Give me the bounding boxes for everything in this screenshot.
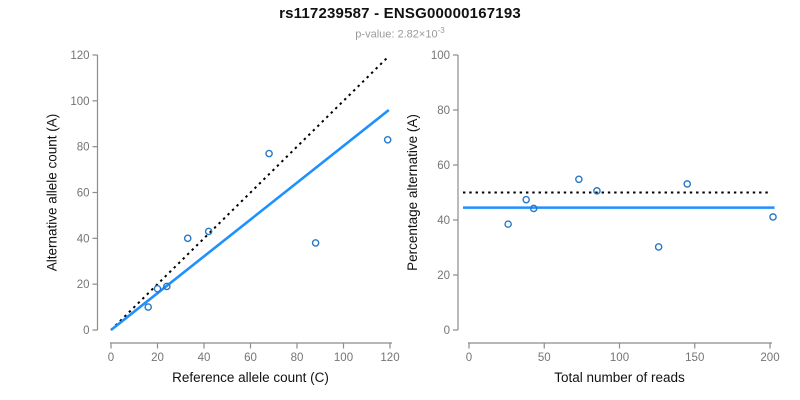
x-tick-label: 50 xyxy=(538,352,551,364)
x-tick-label: 40 xyxy=(198,352,211,364)
y-tick-label: 60 xyxy=(77,188,90,200)
page-title: rs117239587 - ENSG00000167193 xyxy=(279,5,521,22)
y-tick-label: 0 xyxy=(83,325,89,337)
y-tick-label: 100 xyxy=(70,96,89,108)
y-tick-label: 40 xyxy=(77,233,90,245)
fit-line xyxy=(110,108,390,332)
p-value-exponent: -3 xyxy=(437,26,445,35)
data-point xyxy=(183,234,192,243)
x-tick-label: 60 xyxy=(244,352,257,364)
y-axis-title: Alternative allele count (A) xyxy=(45,114,60,272)
data-point xyxy=(593,187,601,195)
y-tick-label: 100 xyxy=(431,50,450,62)
x-axis-title: Reference allele count (C) xyxy=(172,370,329,385)
data-point xyxy=(529,204,538,213)
data-point xyxy=(144,303,152,311)
y-tick-label: 20 xyxy=(437,270,450,282)
y-axis-title: Percentage alternative (A) xyxy=(405,114,420,271)
y-tick-label: 60 xyxy=(437,160,450,172)
data-point xyxy=(153,284,162,293)
x-tick-label: 20 xyxy=(151,352,164,364)
data-point xyxy=(162,282,171,291)
x-tick-label: 100 xyxy=(610,352,629,364)
data-point xyxy=(575,175,583,184)
x-tick-label: 120 xyxy=(380,352,399,364)
chart-header: rs117239587 - ENSG00000167193 p-value: 2… xyxy=(0,4,800,41)
identity-line xyxy=(110,56,389,331)
data-point xyxy=(504,220,512,228)
x-axis-title: Total number of reads xyxy=(554,370,685,385)
y-tick-label: 80 xyxy=(437,105,450,117)
p-value-subtitle: p-value: 2.82×10-3 xyxy=(0,26,800,41)
data-point xyxy=(769,213,777,221)
data-point xyxy=(522,195,530,204)
y-tick-label: 80 xyxy=(77,142,90,154)
percentage-vs-reads-plot: 0 20 40 60 80 100 0 50 100 150 200 Total number of … xyxy=(405,50,780,385)
x-tick-label: 200 xyxy=(760,352,779,364)
p-value-text: p-value: 2.82×10 xyxy=(355,28,438,41)
y-tick-label: 40 xyxy=(437,215,450,227)
x-tick-label: 0 xyxy=(466,352,472,364)
data-point xyxy=(383,135,392,144)
y-tick-label: 0 xyxy=(444,325,450,337)
data-point xyxy=(654,243,663,251)
allele-counts-plot: 0 20 40 60 80 100 120 0 20 40 60 80 100 120 Reference … xyxy=(45,50,400,385)
y-tick-label: 120 xyxy=(70,50,89,62)
x-tick-label: 100 xyxy=(334,352,353,364)
data-point xyxy=(265,149,273,158)
x-tick-label: 0 xyxy=(108,352,114,364)
data-point xyxy=(683,180,692,188)
x-tick-label: 150 xyxy=(685,352,704,364)
data-point xyxy=(311,239,320,247)
x-tick-label: 80 xyxy=(291,352,304,364)
y-tick-label: 20 xyxy=(77,279,90,291)
data-point xyxy=(204,227,213,236)
